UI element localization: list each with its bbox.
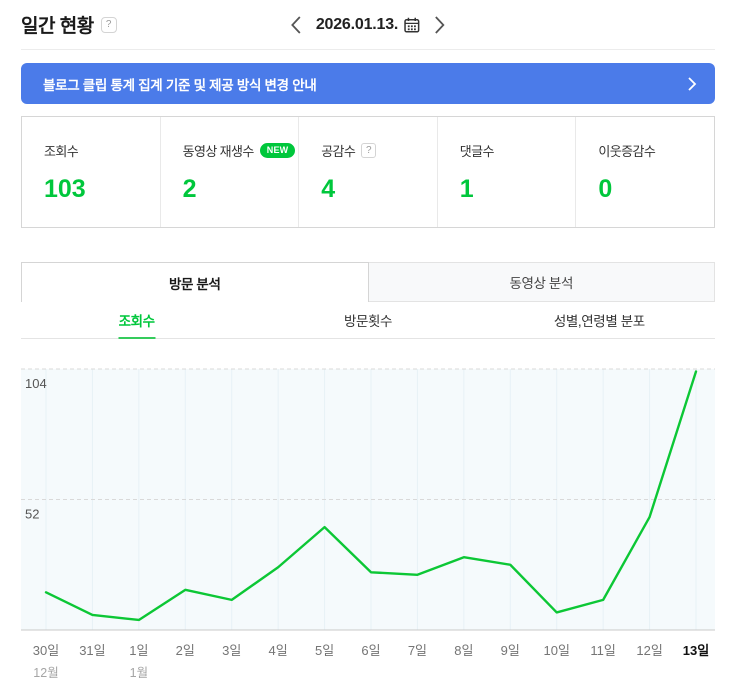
chart-area: 104 52 30일 31일 1일 2일 3일 4일 5일 6일 7일 8일 9일 10일 11일 12일 13… bbox=[21, 363, 715, 691]
x-axis-label: 6일 bbox=[361, 643, 380, 658]
stat-value: 103 bbox=[44, 175, 86, 203]
x-axis-label: 10일 bbox=[544, 643, 570, 658]
y-axis-label: 104 bbox=[25, 376, 47, 391]
x-axis-label: 3일 bbox=[222, 643, 241, 658]
stat-card-video-plays: 동영상 재생수 NEW 2 bbox=[159, 117, 299, 227]
stats-summary-panel: 조회수 103 동영상 재생수 NEW 2 공감수 ? 4 댓글수 1 bbox=[21, 116, 715, 228]
subtab-views[interactable]: 조회수 bbox=[21, 302, 252, 338]
month-label: 1월 bbox=[130, 666, 148, 680]
x-axis-label: 30일 bbox=[33, 643, 59, 658]
stat-label: 조회수 bbox=[44, 144, 79, 159]
stat-value: 2 bbox=[182, 175, 197, 203]
stat-value: 4 bbox=[321, 175, 336, 203]
stat-label: 이웃증감수 bbox=[598, 144, 656, 159]
subtab-visit-count[interactable]: 방문횟수 bbox=[343, 314, 393, 329]
x-axis-label: 13일 bbox=[683, 643, 709, 658]
x-axis-label: 9일 bbox=[501, 643, 520, 658]
stat-card-neighbor-change: 이웃증감수 0 bbox=[575, 117, 714, 227]
page-title: 일간 현황 bbox=[21, 16, 94, 37]
stat-card-likes: 공감수 ? 4 bbox=[298, 117, 437, 227]
x-axis-label: 2일 bbox=[176, 643, 195, 658]
stat-value: 0 bbox=[598, 175, 613, 203]
date-picker[interactable]: 2026.01.13. bbox=[316, 16, 420, 34]
x-axis-label: 31일 bbox=[79, 643, 105, 658]
x-axis-label: 11일 bbox=[590, 643, 615, 658]
date-navigation: 2026.01.13. bbox=[288, 13, 448, 37]
prev-date-button[interactable] bbox=[288, 13, 304, 37]
views-line-chart: 104 52 30일 31일 1일 2일 3일 4일 5일 6일 7일 8일 9일 10일 11일 12일 13… bbox=[21, 368, 715, 680]
stat-card-views: 조회수 103 bbox=[22, 117, 160, 227]
notice-text: 블로그 클립 통계 집계 기준 및 제공 방식 변경 안내 bbox=[43, 77, 317, 93]
y-axis-label: 52 bbox=[25, 507, 39, 522]
new-badge: NEW bbox=[259, 143, 296, 158]
stat-value: 1 bbox=[459, 175, 474, 203]
calendar-icon bbox=[404, 17, 420, 33]
header: 일간 현황 ? 2026.01.13. bbox=[21, 0, 715, 50]
x-axis-label: 1일 bbox=[129, 643, 148, 658]
next-date-button[interactable] bbox=[432, 13, 448, 37]
stat-label: 공감수 bbox=[321, 144, 356, 159]
x-axis-label: 7일 bbox=[408, 643, 427, 658]
stat-label: 댓글수 bbox=[459, 144, 495, 159]
x-axis-label: 4일 bbox=[269, 643, 288, 658]
metric-subtabs: 조회수 방문횟수 성별,연령별 분포 bbox=[21, 302, 715, 339]
notice-banner[interactable]: 블로그 클립 통계 집계 기준 및 제공 방식 변경 안내 bbox=[21, 63, 715, 104]
chevron-right-icon bbox=[687, 76, 697, 92]
views-trend-line bbox=[44, 370, 698, 622]
title-help-icon[interactable]: ? bbox=[100, 16, 117, 33]
x-axis-label: 5일 bbox=[315, 643, 334, 658]
analysis-tabs: 방문 분석 동영상 분석 bbox=[21, 262, 715, 302]
tab-video-analysis[interactable]: 동영상 분석 bbox=[368, 262, 715, 302]
month-label: 12월 bbox=[33, 666, 58, 680]
stat-card-comments: 댓글수 1 bbox=[436, 117, 576, 227]
stat-label: 동영상 재생수 bbox=[182, 144, 255, 159]
chevron-left-icon bbox=[291, 15, 301, 34]
current-date: 2026.01.13. bbox=[315, 15, 399, 33]
likes-help-icon[interactable]: ? bbox=[361, 143, 377, 158]
chevron-right-icon bbox=[435, 15, 445, 34]
x-axis-label: 12일 bbox=[636, 643, 662, 658]
tab-visit-analysis[interactable]: 방문 분석 bbox=[21, 262, 369, 302]
subtab-gender-age[interactable]: 성별,연령별 분포 bbox=[553, 314, 645, 329]
x-axis-label: 8일 bbox=[454, 643, 473, 658]
